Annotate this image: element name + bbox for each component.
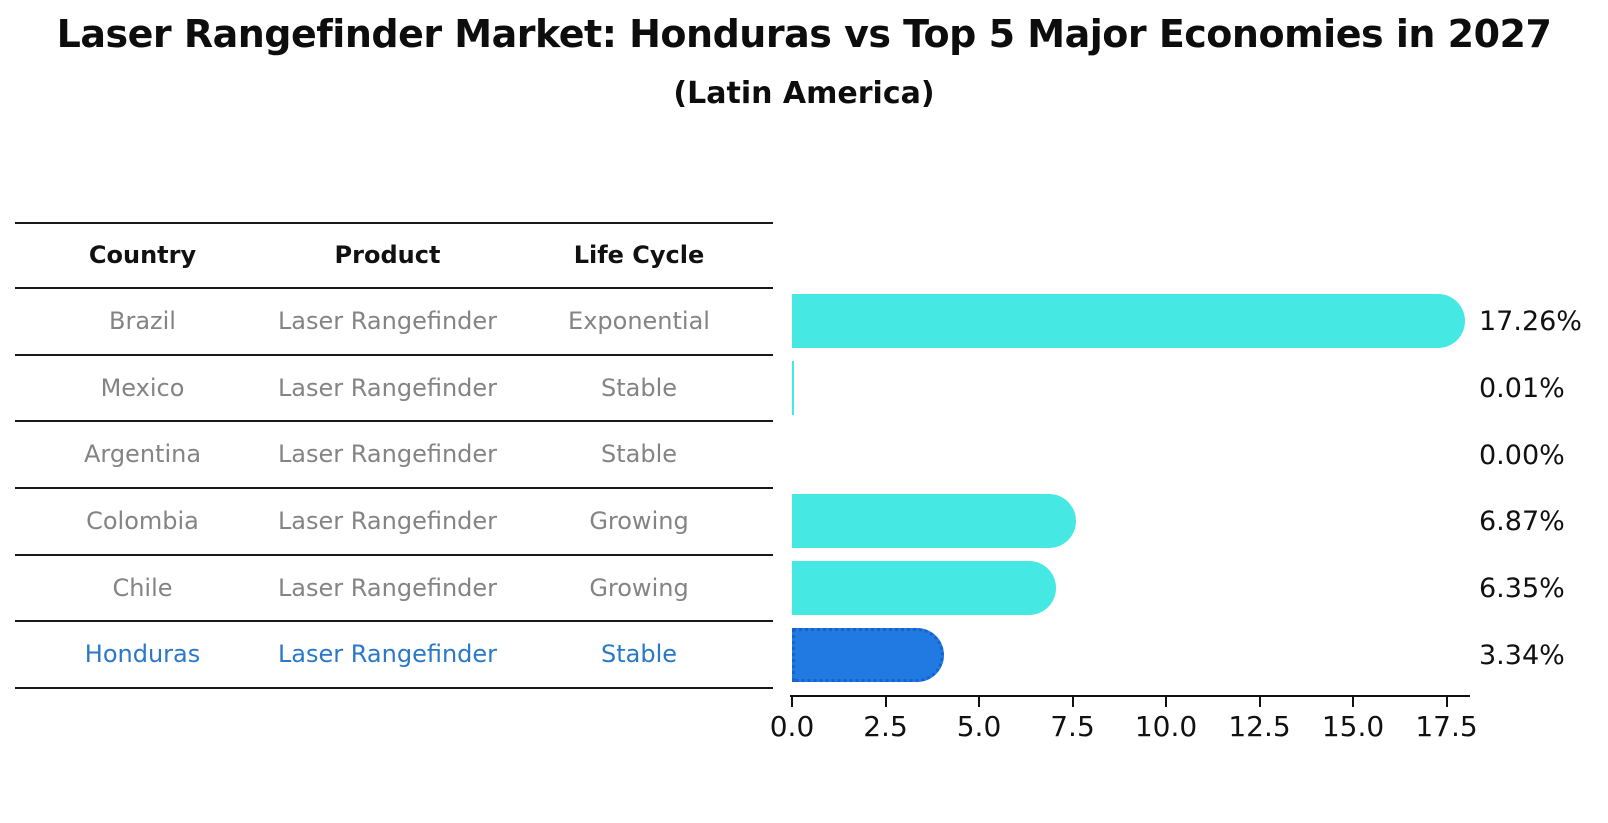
bar-mexico (792, 361, 794, 416)
table-row-brazil: Brazil Laser Rangefinder Exponential (15, 289, 773, 356)
chart-subtitle: (Latin America) (673, 76, 935, 111)
x-tick-2.5 (884, 697, 887, 707)
table-row-mexico: Mexico Laser Rangefinder Stable (15, 356, 773, 423)
cell-life-cycle: Growing (589, 573, 689, 602)
cell-life-cycle: Exponential (568, 306, 710, 335)
cell-product: Laser Rangefinder (277, 373, 498, 402)
cell-product: Laser Rangefinder (277, 440, 498, 469)
x-tick-label-17.5: 17.5 (1415, 710, 1478, 743)
cell-country: Mexico (100, 373, 185, 402)
value-label-brazil: 17.26% (1479, 306, 1582, 338)
cell-product: Laser Rangefinder (277, 573, 498, 602)
chart-title: Laser Rangefinder Market: Honduras vs To… (56, 12, 1552, 56)
table-row-argentina: Argentina Laser Rangefinder Stable (15, 422, 773, 490)
cell-product: Laser Rangefinder (277, 507, 498, 535)
cell-country: Chile (112, 573, 173, 602)
bar-honduras (792, 627, 944, 682)
cell-country: Brazil (109, 306, 176, 335)
cell-country: Honduras (84, 640, 201, 669)
x-axis-line (790, 695, 1470, 697)
cell-life-cycle: Growing (589, 507, 689, 535)
x-tick-label-2.5: 2.5 (863, 710, 908, 743)
cell-product: Laser Rangefinder (277, 640, 498, 669)
bar-chile (792, 561, 1057, 616)
table-header-row: Country Product Life Cycle (15, 224, 773, 289)
x-tick-label-10.0: 10.0 (1134, 710, 1198, 743)
country-table: Country Product Life Cycle Brazil Laser R… (15, 222, 773, 690)
x-tick-label-7.5: 7.5 (1050, 710, 1095, 743)
x-tick-label-15.0: 15.0 (1321, 710, 1385, 743)
cell-country: Colombia (86, 507, 199, 535)
value-label-chile: 6.35% (1479, 573, 1565, 605)
table-row-chile: Chile Laser Rangefinder Growing (15, 556, 773, 623)
x-tick-15.0 (1352, 697, 1354, 707)
table-row-honduras: Honduras Laser Rangefinder Stable (15, 622, 773, 690)
value-label-argentina: 0.00% (1479, 439, 1565, 471)
cell-life-cycle: Stable (600, 373, 678, 402)
x-tick-7.5 (1071, 697, 1074, 707)
header-country: Country (88, 241, 197, 270)
bar-brazil (792, 294, 1465, 349)
header-product: Product (334, 241, 441, 270)
x-tick-17.5 (1445, 697, 1448, 707)
x-tick-label-0.0: 0.0 (769, 710, 815, 743)
cell-life-cycle: Stable (600, 640, 678, 669)
table-body: Brazil Laser Rangefinder Exponential Mexico… (15, 289, 773, 690)
x-tick-label-5.0: 5.0 (956, 710, 1002, 743)
table-row-colombia: Colombia Laser Rangefinder Growing (15, 489, 773, 556)
plot-area (792, 288, 1470, 690)
x-tick-12.5 (1258, 697, 1261, 707)
value-label-honduras: 3.34% (1479, 639, 1565, 671)
cell-country: Argentina (83, 440, 202, 469)
cell-life-cycle: Stable (600, 440, 678, 469)
x-tick-label-12.5: 12.5 (1228, 710, 1291, 743)
value-label-colombia: 6.87% (1479, 506, 1565, 538)
x-tick-5.0 (978, 697, 980, 707)
header-life-cycle: Life Cycle (573, 241, 705, 270)
x-tick-10.0 (1165, 697, 1167, 707)
cell-product: Laser Rangefinder (277, 306, 498, 335)
bar-colombia (792, 494, 1076, 549)
value-label-mexico: 0.01% (1479, 373, 1565, 405)
x-tick-0.0 (791, 697, 793, 707)
